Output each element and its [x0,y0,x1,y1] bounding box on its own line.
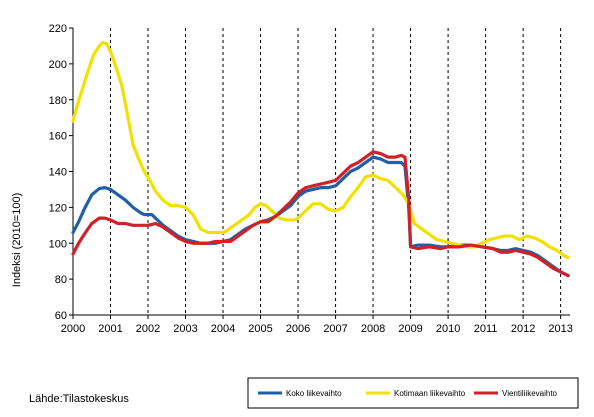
x-tick-label-2002: 2002 [136,323,160,335]
x-tick-label-2004: 2004 [211,323,235,335]
source-label: Lähde:Tilastokeskus [29,393,129,405]
series-line-2 [71,40,570,260]
x-tick-label-2007: 2007 [323,323,347,335]
y-tick-label-60: 60 [55,310,67,322]
legend-label-1: Koko liikevaihto [286,389,342,398]
x-tick-label-2005: 2005 [248,323,272,335]
y-axis-label: Indeksi (2010=100) [11,193,23,287]
y-tick-label-100: 100 [49,238,67,250]
legend-label-2: Kotimaan liikevaihto [394,389,466,398]
y-tick-label-180: 180 [49,95,67,107]
series-line-3 [71,150,570,278]
x-tick-label-2006: 2006 [286,323,310,335]
x-tick-label-2008: 2008 [361,323,385,335]
x-tick-label-2001: 2001 [98,323,122,335]
series-lines [71,40,570,278]
legend-label-3: Vientiliikevaihto [502,389,558,398]
y-tick-label-200: 200 [49,59,67,71]
x-tick-label-2003: 2003 [173,323,197,335]
y-tick-label-120: 120 [49,202,67,214]
y-tick-label-80: 80 [55,274,67,286]
axes: 60 80 100 120 140 160 180 200 220 2000 2001 2002 200… [49,23,573,335]
x-tick-label-2000: 2000 [61,323,85,335]
legend: Koko liikevaihto Kotimaan liikevaihto Vien… [247,377,579,409]
x-tick-label-2009: 2009 [398,323,422,335]
y-tick-label-220: 220 [49,23,67,35]
legend-box [247,377,579,409]
grid [110,28,562,315]
y-tick-label-160: 160 [49,131,67,143]
x-tick-label-2011: 2011 [474,323,498,335]
y-tick-label-140: 140 [49,167,67,179]
x-tick-label-2012: 2012 [511,323,535,335]
x-tick-label-2013: 2013 [548,323,572,335]
x-tick-label-2010: 2010 [436,323,460,335]
